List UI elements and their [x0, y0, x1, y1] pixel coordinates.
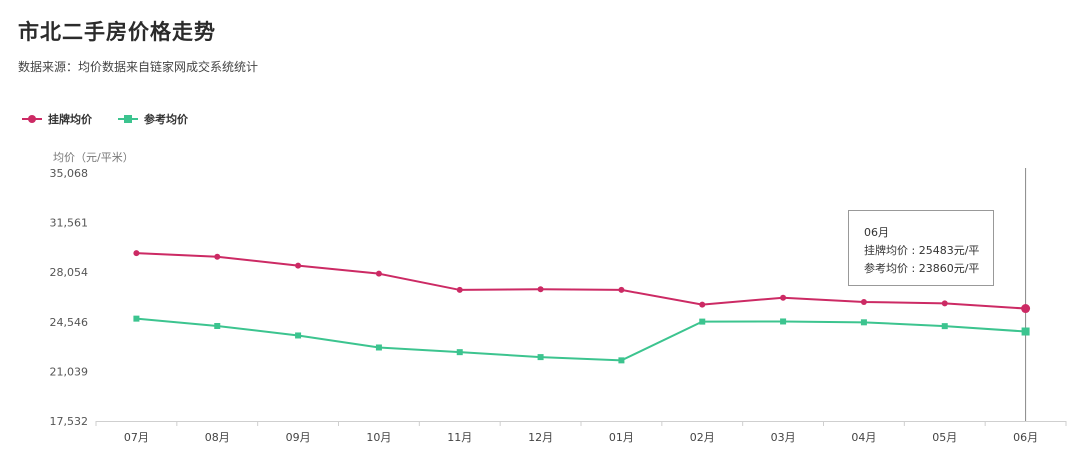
chart-subtitle: 数据来源：均价数据来自链家网成交系统统计: [18, 60, 259, 74]
y-axis-label: 均价（元/平米）: [53, 151, 134, 164]
data-point: [537, 354, 544, 361]
data-point: [1021, 327, 1030, 336]
x-tick-label: 06月: [1013, 431, 1038, 444]
x-tick-label: 11月: [447, 431, 472, 444]
data-point: [214, 322, 221, 329]
data-point: [860, 298, 867, 305]
x-tick-label: 08月: [205, 431, 230, 444]
series-line-0: [136, 252, 1026, 310]
x-tick-label: 02月: [690, 431, 715, 444]
data-point: [941, 323, 948, 330]
tooltip-reference-price: 参考均价 : 23860元/平: [864, 262, 980, 275]
y-tick-label: 21,039: [50, 365, 89, 378]
legend-item-reference[interactable]: 参考均价: [118, 111, 188, 127]
y-tick-label: 28,054: [50, 266, 89, 279]
data-point: [133, 250, 140, 257]
series-line-1: [136, 317, 1026, 362]
y-tick-label: 24,546: [50, 316, 89, 329]
x-tick-label: 01月: [609, 431, 634, 444]
x-tick-label: 05月: [932, 431, 957, 444]
data-point: [699, 318, 706, 325]
data-point: [133, 315, 140, 322]
data-point: [941, 300, 948, 307]
y-tick-label: 35,068: [50, 167, 89, 180]
legend: 挂牌均价 参考均价: [22, 111, 188, 127]
legend-label-listing: 挂牌均价: [48, 113, 92, 126]
data-point: [780, 294, 787, 301]
data-point: [295, 262, 302, 269]
data-point: [456, 286, 463, 293]
data-point: [537, 286, 544, 293]
data-point: [214, 253, 221, 260]
data-point: [375, 344, 382, 351]
x-tick-label: 10月: [366, 431, 391, 444]
data-point: [375, 270, 382, 277]
legend-item-listing[interactable]: 挂牌均价: [22, 111, 92, 127]
x-tick-label: 03月: [771, 431, 796, 444]
tooltip-listing-price: 挂牌均价 : 25483元/平: [864, 244, 980, 257]
chart-title: 市北二手房价格走势: [18, 20, 216, 44]
data-point: [618, 357, 625, 364]
data-point: [295, 332, 302, 339]
data-point: [618, 286, 625, 293]
data-point: [1021, 304, 1031, 314]
legend-swatch-listing: [22, 114, 42, 124]
x-tick-label: 04月: [851, 431, 876, 444]
tooltip: 06月 挂牌均价 : 25483元/平 参考均价 : 23860元/平: [848, 210, 994, 286]
legend-swatch-reference: [118, 114, 138, 124]
x-tick-label: 07月: [124, 431, 149, 444]
legend-label-reference: 参考均价: [144, 113, 188, 126]
data-point: [699, 301, 706, 308]
x-tick-label: 09月: [286, 431, 311, 444]
data-point: [456, 349, 463, 356]
tooltip-month: 06月: [864, 226, 889, 239]
data-point: [860, 319, 867, 326]
x-tick-label: 12月: [528, 431, 553, 444]
data-point: [780, 318, 787, 325]
y-tick-label: 31,561: [50, 217, 89, 230]
y-tick-label: 17,532: [50, 415, 89, 428]
